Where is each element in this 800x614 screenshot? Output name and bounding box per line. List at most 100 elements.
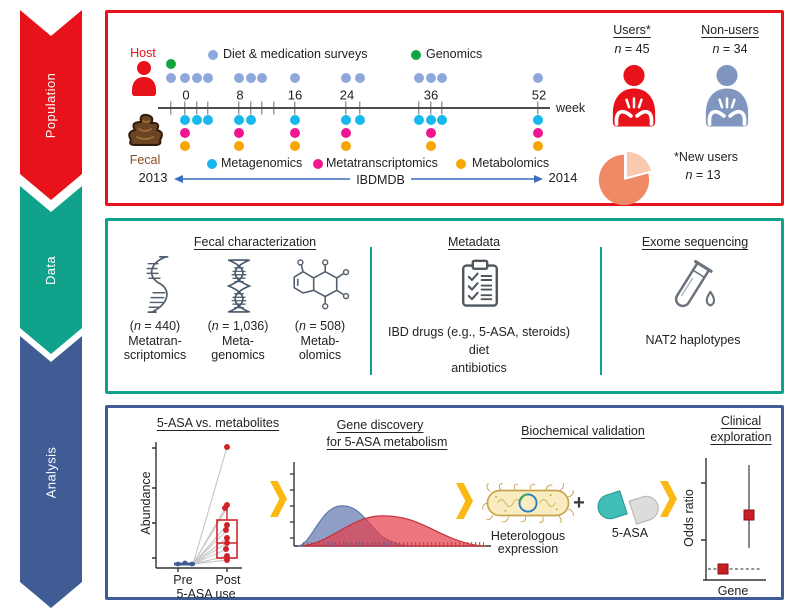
- rna-helix-icon: [146, 256, 169, 313]
- metagenomics-legend-dot: [207, 159, 217, 169]
- metatranscriptomics-legend-label: Metatranscriptomics: [326, 156, 438, 170]
- metabolomics-n: (n = 508): [294, 319, 346, 333]
- metadata-line-1: IBD drugs (e.g., 5-ASA, steroids): [387, 325, 570, 339]
- arrow-left: [174, 175, 350, 183]
- metagenomics-dot: [180, 115, 190, 125]
- clinical-title-line1: Clinical: [720, 414, 762, 428]
- rail-chevron-analysis: Analysis: [20, 336, 82, 608]
- metagenomics-dot: [426, 115, 436, 125]
- metagenomics-dot: [246, 115, 256, 125]
- survey-dot: [166, 73, 176, 83]
- metagenomics-dot: [414, 115, 424, 125]
- test-tube-icon: [674, 259, 716, 308]
- week-label: 0: [182, 87, 190, 103]
- metabolomics-dot: [234, 141, 244, 151]
- metagenomics-n: (n = 1,036): [207, 319, 269, 333]
- metagenomics-dot: [437, 115, 447, 125]
- population-panel: Host Diet & medication surveys Genomics …: [105, 10, 784, 206]
- clipboard-checklist-icon: [462, 259, 498, 307]
- metatranscriptomics-dot: [234, 128, 244, 138]
- week-label: 16: [287, 87, 303, 103]
- pre-label: Pre: [173, 573, 193, 587]
- divider-2: [600, 247, 602, 375]
- odds-ratio-plot: [701, 458, 766, 581]
- host-label: Host: [130, 46, 156, 60]
- survey-dot: [180, 73, 190, 83]
- survey-legend-label: Diet & medication surveys: [223, 47, 368, 61]
- week-axis-label: week: [556, 101, 586, 115]
- timeline-axis: [158, 107, 550, 109]
- capsule-pill-icon: [597, 490, 659, 525]
- x-axis-caption: 5-ASA use: [176, 587, 236, 601]
- host-person-icon: [132, 61, 156, 96]
- metatranscriptomics-dot: [341, 128, 351, 138]
- metabolomics-name: Metab- olomics: [298, 334, 342, 362]
- survey-dot: [533, 73, 543, 83]
- fecal-characterization-title: Fecal characterization: [193, 235, 317, 249]
- metatranscriptomics-dot: [290, 128, 300, 138]
- metatranscriptomics-dot: [180, 128, 190, 138]
- user-stomach-pain-icon: [612, 64, 656, 127]
- users-count: n = 45: [614, 42, 650, 56]
- metagenomics-dot: [203, 115, 213, 125]
- odds-ratio-axis-label: Odds ratio: [682, 489, 696, 547]
- metabolites-title: 5-ASA vs. metabolites: [156, 416, 280, 430]
- week-label: 36: [423, 87, 439, 103]
- exome-sequencing-title: Exome sequencing: [641, 235, 749, 249]
- year-left-label: 2013: [138, 170, 168, 185]
- survey-dot: [234, 73, 244, 83]
- survey-dot: [290, 73, 300, 83]
- metabolomics-legend-dot: [456, 159, 466, 169]
- non-users-count: n = 34: [712, 42, 748, 56]
- survey-dot: [414, 73, 424, 83]
- metagenomics-dot: [341, 115, 351, 125]
- rail-label-data: Data: [43, 255, 59, 285]
- metadata-line-2: diet: [468, 343, 490, 357]
- abundance-scatter-plot: [152, 442, 242, 572]
- density-plot: [290, 462, 491, 547]
- fecal-icon: [128, 113, 163, 146]
- metagenomics-dot: [355, 115, 365, 125]
- non-users-title: Non-users: [701, 23, 759, 37]
- metagenomics-dot: [533, 115, 543, 125]
- survey-dot: [257, 73, 267, 83]
- clinical-title-line2: exploration: [710, 430, 772, 444]
- plus-sign: +: [573, 492, 585, 514]
- non-user-stomach-pain-icon: [705, 64, 749, 127]
- metatranscriptomics-name: Metatran- scriptomics: [123, 334, 187, 362]
- genomics-legend-dot: [411, 50, 421, 60]
- flow-chevron-1: [270, 481, 287, 517]
- study-label: IBDMDB: [356, 173, 405, 187]
- metagenomics-name: Meta- genomics: [211, 334, 265, 362]
- new-users-count: n = 13: [685, 168, 721, 182]
- nat2-haplotypes-label: NAT2 haplotypes: [645, 333, 741, 347]
- metabolomics-dot: [341, 141, 351, 151]
- survey-dot: [341, 73, 351, 83]
- metatranscriptomics-n: (n = 440): [129, 319, 181, 333]
- survey-dot: [192, 73, 202, 83]
- molecule-icon: [293, 259, 350, 310]
- survey-legend-dot: [208, 50, 218, 60]
- metadata-title: Metadata: [447, 235, 501, 249]
- genomics-legend-label: Genomics: [426, 47, 483, 61]
- divider-1: [370, 247, 372, 375]
- gene-axis-label: Gene: [717, 584, 749, 598]
- survey-dot: [203, 73, 213, 83]
- analysis-panel: 5-ASA vs. metabolites: [105, 405, 784, 601]
- new-users-title: *New users: [674, 150, 738, 164]
- metagenomics-dot: [290, 115, 300, 125]
- metatranscriptomics-dot: [533, 128, 543, 138]
- metatranscriptomics-dot: [426, 128, 436, 138]
- post-label: Post: [215, 573, 241, 587]
- metabolomics-dot: [180, 141, 190, 151]
- survey-dot: [246, 73, 256, 83]
- 5asa-pill-label: 5-ASA: [611, 526, 649, 540]
- year-right-label: 2014: [548, 170, 578, 185]
- bacteria-icon: [482, 483, 574, 523]
- dna-helix-icon: [226, 259, 252, 313]
- metatranscriptomics-legend-dot: [313, 159, 323, 169]
- survey-dot: [426, 73, 436, 83]
- rail-label-analysis: Analysis: [43, 446, 59, 498]
- rail-chevron-population: Population: [20, 10, 82, 200]
